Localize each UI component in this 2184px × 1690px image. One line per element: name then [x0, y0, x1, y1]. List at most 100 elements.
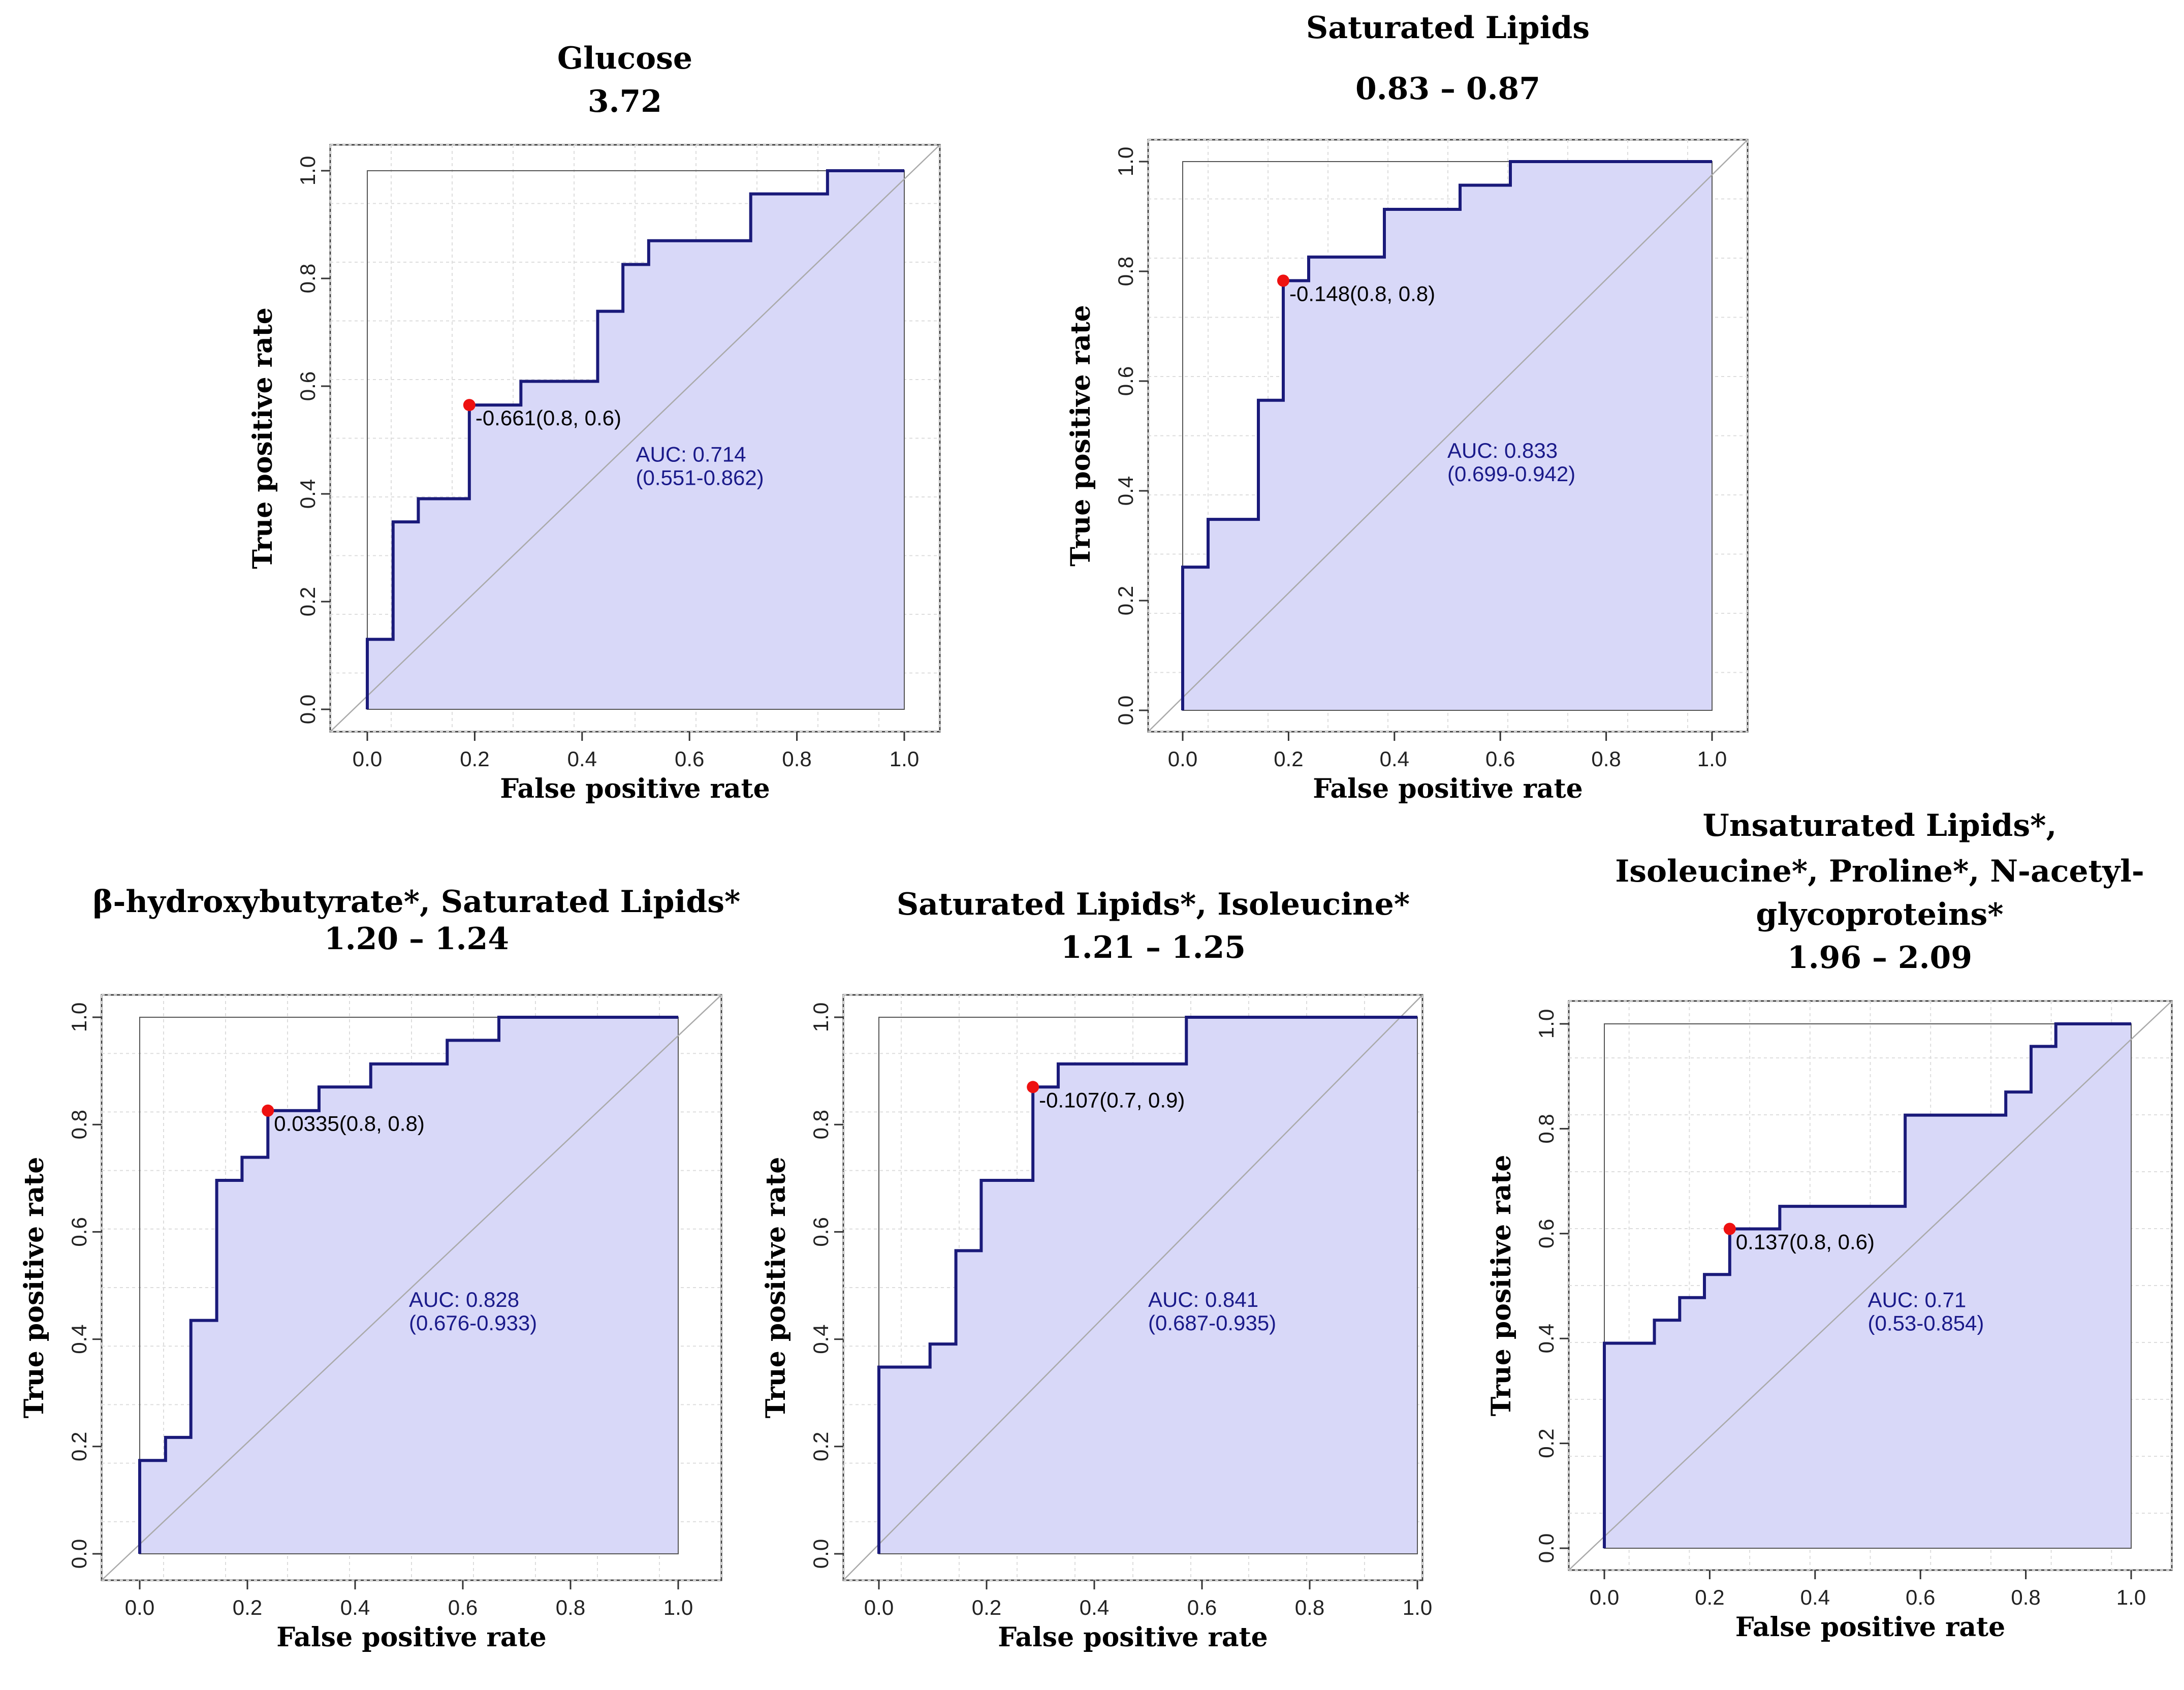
y-tick-label: 0.0: [1534, 1533, 1558, 1563]
chart-title-line: Saturated Lipids*, Isoleucine*: [897, 887, 1410, 922]
y-tick-label: 0.8: [1114, 257, 1137, 286]
chart-title-line: 0.83 – 0.87: [1355, 71, 1540, 107]
x-tick-label: 0.6: [1485, 747, 1515, 771]
chart-title-line: glycoproteins*: [1756, 897, 2003, 932]
x-tick-label: 0.2: [1695, 1585, 1724, 1609]
auc-value-label: AUC: 0.714: [636, 442, 746, 466]
roc-curve: [366, 169, 904, 709]
y-tick-label: 1.0: [296, 156, 320, 185]
roc-chart-5: Unsaturated Lipids*, Isoleucine*, Proline…: [1486, 808, 2173, 1643]
y-tick-label: 0.6: [296, 371, 320, 401]
roc-chart-1: Glucose 3.72 0.0 0.2 0.4 0.6 0.8 1.0 0.0 0.2 0.4 0.…: [247, 41, 941, 804]
roc-chart-4: Saturated Lipids*, Isoleucine* 1.21 – 1.2…: [761, 887, 1432, 1653]
y-axis-label: True positive rate: [1486, 1155, 1517, 1417]
x-tick-label: 0.6: [1906, 1585, 1935, 1609]
x-tick-label: 1.0: [663, 1595, 693, 1619]
auc-area: [140, 1017, 678, 1554]
y-tick-label: 0.4: [67, 1324, 91, 1354]
y-tick-label: 0.0: [1114, 696, 1137, 725]
auc-value-label: AUC: 0.841: [1148, 1288, 1258, 1311]
threshold-point: [1723, 1223, 1736, 1235]
roc-curve: [877, 1016, 1417, 1554]
diagonal-reference-line: [1148, 139, 1748, 732]
auc-ci-label: (0.551-0.862): [636, 465, 764, 489]
y-axis-label: True positive rate: [19, 1157, 50, 1419]
chart-title-line: 1.20 – 1.24: [324, 921, 509, 957]
diagonal-reference-line: [843, 994, 1423, 1581]
x-tick-label: 0.0: [864, 1595, 894, 1619]
x-tick-label: 0.4: [567, 747, 597, 771]
auc-area: [879, 1017, 1417, 1554]
auc-ci-label: (0.676-0.933): [409, 1311, 537, 1335]
y-axis-label: True positive rate: [247, 307, 278, 569]
roc-curve: [138, 1016, 678, 1554]
auc-value-label: AUC: 0.71: [1868, 1288, 1967, 1311]
chart-title-line: Isoleucine*, Proline*, N-acetyl-: [1615, 854, 2144, 889]
data-region-border: [878, 1017, 1418, 1554]
roc-curve: [1603, 1022, 2131, 1548]
threshold-label: 0.137(0.8, 0.6): [1736, 1230, 1875, 1254]
y-tick-label: 0.0: [809, 1539, 833, 1569]
auc-area: [1604, 1024, 2131, 1548]
x-axis-label: False positive rate: [1313, 773, 1582, 804]
threshold-point: [1277, 274, 1289, 287]
x-tick-label: 1.0: [1697, 747, 1727, 771]
auc-area: [367, 171, 904, 709]
data-region-border: [367, 170, 905, 710]
threshold-label: -0.661(0.8, 0.6): [476, 406, 621, 430]
x-tick-label: 0.4: [1380, 747, 1409, 771]
y-tick-label: 0.8: [67, 1110, 91, 1139]
y-tick-label: 0.2: [809, 1432, 833, 1461]
x-axis-label: False positive rate: [276, 1622, 546, 1653]
auc-ci-label: (0.699-0.942): [1447, 462, 1575, 486]
diagonal-reference-line: [101, 994, 722, 1581]
chart-title-line: Unsaturated Lipids*,: [1703, 808, 2057, 843]
chart-title-line: Glucose: [557, 41, 692, 76]
x-axis-label: False positive rate: [500, 773, 770, 804]
x-tick-label: 1.0: [1403, 1595, 1432, 1619]
x-tick-label: 0.8: [556, 1595, 585, 1619]
threshold-label: -0.107(0.7, 0.9): [1039, 1088, 1185, 1112]
x-tick-label: 0.8: [2011, 1585, 2040, 1609]
y-tick-label: 0.2: [67, 1432, 91, 1461]
x-tick-label: 0.0: [1590, 1585, 1619, 1609]
y-tick-label: 0.2: [1114, 586, 1137, 615]
x-tick-label: 0.8: [1591, 747, 1621, 771]
auc-value-label: AUC: 0.828: [409, 1288, 519, 1311]
x-tick-label: 1.0: [2116, 1585, 2146, 1609]
x-tick-label: 0.6: [448, 1595, 478, 1619]
data-region-border: [1182, 161, 1713, 711]
chart-title-line: β-hydroxybutyrate*, Saturated Lipids*: [93, 884, 741, 920]
x-tick-label: 0.0: [353, 747, 382, 771]
y-tick-label: 0.0: [67, 1539, 91, 1569]
y-tick-label: 0.6: [809, 1217, 833, 1246]
auc-ci-label: (0.687-0.935): [1148, 1311, 1276, 1335]
y-axis-label: True positive rate: [1065, 305, 1096, 567]
y-tick-label: 0.6: [1114, 366, 1137, 396]
data-region-border: [139, 1017, 679, 1554]
x-tick-label: 0.0: [1168, 747, 1197, 771]
y-tick-label: 0.8: [296, 264, 320, 293]
chart-title-line: 1.21 – 1.25: [1061, 930, 1246, 965]
threshold-point: [1027, 1081, 1039, 1093]
chart-title-line: 3.72: [588, 84, 662, 119]
threshold-label: -0.148(0.8, 0.8): [1289, 281, 1435, 305]
auc-ci-label: (0.53-0.854): [1868, 1311, 1984, 1335]
y-tick-label: 0.4: [809, 1324, 833, 1354]
x-tick-label: 1.0: [890, 747, 919, 771]
y-tick-label: 0.4: [1534, 1324, 1558, 1353]
y-tick-label: 0.6: [1534, 1219, 1558, 1248]
diagonal-reference-line: [330, 144, 940, 732]
y-tick-label: 0.2: [296, 587, 320, 616]
x-tick-label: 0.4: [340, 1595, 370, 1619]
x-tick-label: 0.6: [1187, 1595, 1217, 1619]
y-tick-label: 1.0: [1534, 1009, 1558, 1039]
y-tick-label: 0.4: [1114, 476, 1137, 506]
roc-chart-3: β-hydroxybutyrate*, Saturated Lipids*1.2…: [19, 884, 740, 1653]
y-tick-label: 0.8: [1534, 1114, 1558, 1143]
threshold-point: [463, 399, 476, 412]
x-tick-label: 0.2: [233, 1595, 262, 1619]
y-tick-label: 0.0: [296, 695, 320, 724]
y-tick-label: 0.8: [809, 1110, 833, 1139]
y-tick-label: 0.2: [1534, 1428, 1558, 1458]
